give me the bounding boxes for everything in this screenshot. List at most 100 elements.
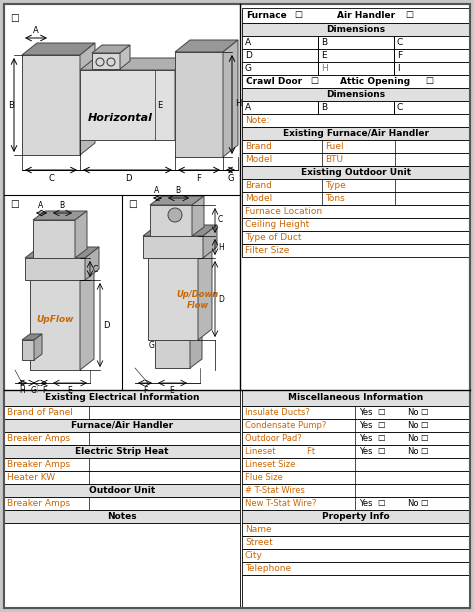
Text: ☐: ☐: [10, 14, 19, 24]
Bar: [4, 523, 240, 608]
Bar: [318, 36, 394, 49]
Text: E: E: [68, 386, 73, 395]
Polygon shape: [150, 205, 192, 236]
Bar: [242, 231, 470, 244]
Polygon shape: [75, 211, 87, 258]
Text: C: C: [218, 215, 223, 225]
Text: Street: Street: [245, 538, 273, 547]
Bar: [242, 484, 470, 497]
Text: C: C: [48, 174, 54, 183]
Polygon shape: [223, 40, 238, 157]
Text: Ceiling Height: Ceiling Height: [245, 220, 309, 229]
Text: Tons: Tons: [325, 194, 345, 203]
Text: D: D: [218, 294, 224, 304]
Text: A: A: [245, 38, 251, 47]
Bar: [242, 114, 470, 127]
Text: Existing Outdoor Unit: Existing Outdoor Unit: [301, 168, 411, 177]
Polygon shape: [25, 247, 99, 258]
Text: Yes: Yes: [359, 408, 373, 417]
Text: ☐: ☐: [425, 77, 433, 86]
Bar: [4, 471, 240, 484]
Bar: [4, 432, 240, 445]
Bar: [4, 390, 240, 406]
Bar: [242, 536, 470, 549]
Polygon shape: [33, 220, 75, 258]
Bar: [242, 166, 470, 179]
Text: Flue Size: Flue Size: [245, 473, 283, 482]
Text: City: City: [245, 551, 263, 560]
Text: Yes: Yes: [359, 434, 373, 443]
Text: # T-Stat Wires: # T-Stat Wires: [245, 486, 305, 495]
Text: Miscellaneous Information: Miscellaneous Information: [288, 394, 424, 403]
Bar: [242, 36, 318, 49]
Text: Existing Electrical Information: Existing Electrical Information: [45, 394, 199, 403]
Text: Model: Model: [245, 155, 272, 164]
Text: B: B: [175, 186, 181, 195]
Text: ☐: ☐: [420, 447, 428, 456]
Text: Lineset            Ft: Lineset Ft: [245, 447, 315, 456]
Bar: [242, 497, 470, 510]
Text: Breaker Amps: Breaker Amps: [7, 460, 70, 469]
Polygon shape: [150, 196, 204, 205]
Bar: [242, 432, 470, 445]
Text: Note:: Note:: [245, 116, 269, 125]
Text: ☐: ☐: [10, 200, 19, 210]
Text: D: D: [245, 51, 252, 60]
Polygon shape: [80, 269, 94, 370]
Polygon shape: [80, 70, 175, 140]
Text: Dimensions: Dimensions: [327, 25, 385, 34]
Bar: [4, 406, 240, 419]
Polygon shape: [175, 40, 238, 52]
Text: B: B: [8, 100, 14, 110]
Polygon shape: [190, 331, 202, 368]
Text: A: A: [155, 186, 160, 195]
Text: Condensate Pump?: Condensate Pump?: [245, 421, 327, 430]
Text: Furnace/Air Handler: Furnace/Air Handler: [71, 421, 173, 430]
Text: No: No: [407, 434, 419, 443]
Text: Fuel: Fuel: [325, 142, 344, 151]
Text: G: G: [245, 64, 252, 73]
Text: ☐: ☐: [377, 447, 384, 456]
Text: A: A: [38, 201, 44, 210]
Polygon shape: [203, 225, 217, 258]
Bar: [4, 445, 240, 458]
Text: G: G: [31, 386, 37, 395]
Text: Yes: Yes: [359, 499, 373, 508]
Text: D: D: [125, 174, 131, 183]
Polygon shape: [22, 43, 95, 55]
Text: Type of Duct: Type of Duct: [245, 233, 301, 242]
Text: E: E: [170, 386, 174, 395]
Text: ☐: ☐: [377, 499, 384, 508]
Text: BTU: BTU: [325, 155, 343, 164]
Text: Property Info: Property Info: [322, 512, 390, 521]
Polygon shape: [92, 53, 120, 69]
Text: Electric Strip Heat: Electric Strip Heat: [75, 447, 169, 456]
Bar: [242, 510, 470, 523]
Bar: [242, 575, 470, 608]
Polygon shape: [175, 52, 223, 157]
Bar: [242, 471, 470, 484]
Text: Model: Model: [245, 194, 272, 203]
Text: Brand of Panel: Brand of Panel: [7, 408, 73, 417]
Text: Dimensions: Dimensions: [327, 90, 385, 99]
Text: G: G: [149, 340, 155, 349]
Circle shape: [168, 208, 182, 222]
Polygon shape: [80, 43, 95, 155]
Text: F: F: [143, 386, 147, 395]
Text: ☐: ☐: [377, 408, 384, 417]
Bar: [242, 562, 470, 575]
Bar: [242, 75, 470, 88]
Bar: [242, 62, 318, 75]
Bar: [4, 419, 240, 432]
Bar: [394, 62, 470, 75]
Bar: [394, 49, 470, 62]
Text: Up/Down
Flow: Up/Down Flow: [177, 290, 219, 310]
Bar: [4, 458, 240, 471]
Text: H: H: [218, 242, 224, 252]
Text: Telephone: Telephone: [245, 564, 291, 573]
Bar: [318, 101, 394, 114]
Text: UpFlow: UpFlow: [36, 316, 74, 324]
Bar: [4, 484, 240, 497]
Text: Outdoor Pad?: Outdoor Pad?: [245, 434, 302, 443]
Bar: [242, 101, 318, 114]
